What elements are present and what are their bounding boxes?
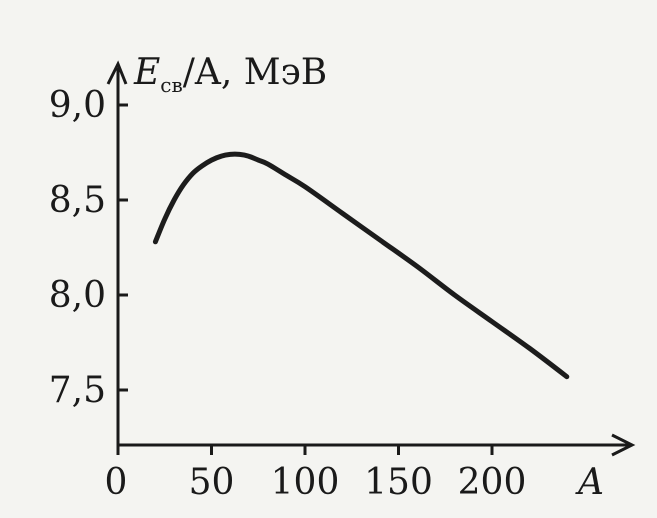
y-tick-label: 9,0 xyxy=(49,85,106,126)
y-axis-arrow xyxy=(106,60,128,85)
y-tick-label: 8,5 xyxy=(49,180,106,221)
x-axis-arrow xyxy=(611,433,636,457)
x-axis-title: A xyxy=(575,462,604,503)
x-tick-label: 50 xyxy=(189,462,235,503)
x-tick-label: 100 xyxy=(271,462,340,503)
y-tick-label: 7,5 xyxy=(49,370,106,411)
y-ticks: 7,5 8,0 8,5 9,0 xyxy=(49,85,128,411)
x-ticks: 0 50 100 150 200 xyxy=(105,445,527,503)
x-tick-label: 150 xyxy=(364,462,433,503)
y-axis-title-rest: /A, МэВ xyxy=(183,52,328,93)
y-axis-title-sub: св xyxy=(160,73,182,97)
y-axis-title: Eсв/A, МэВ xyxy=(133,52,327,97)
y-tick-label: 8,0 xyxy=(49,275,106,316)
series-line xyxy=(152,151,570,380)
x-tick-label: 200 xyxy=(458,462,527,503)
x-tick-label: 0 xyxy=(105,462,128,503)
y-axis-title-main: E xyxy=(133,52,160,93)
